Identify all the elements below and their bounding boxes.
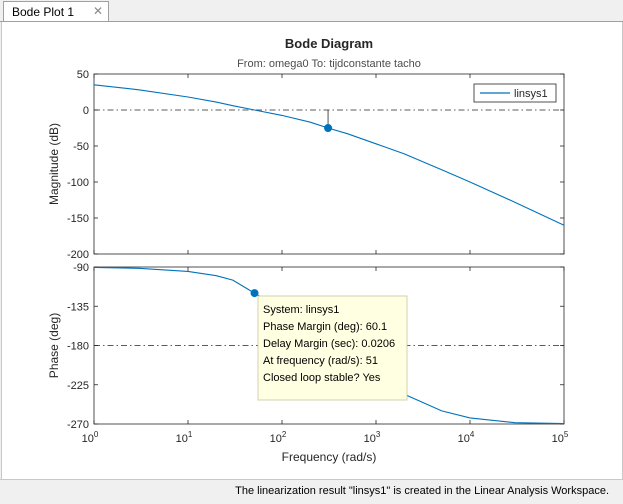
magnitude-series-line (93, 84, 565, 226)
datatip-line: At frequency (rad/s): 51 (263, 355, 378, 367)
xtick-label: 100 (82, 430, 99, 445)
bode-plot-svg: Bode Diagram From: omega0 To: tijdconstan… (47, 36, 569, 464)
xtick-label: 102 (270, 430, 287, 445)
phase-ylabel: Phase (deg) (47, 313, 61, 378)
phase-ytick-label: -180 (67, 341, 89, 353)
tab-label[interactable]: Bode Plot 1 (12, 5, 75, 19)
x-axis-label: Frequency (rad/s) (282, 450, 377, 464)
status-message: The linearization result "linsys1" is cr… (235, 485, 609, 497)
phase-margin-marker (250, 289, 259, 298)
magnitude-axes-frame (93, 73, 565, 255)
xtick-label: 103 (364, 430, 381, 445)
xtick-label: 105 (552, 430, 569, 445)
magnitude-ytick-label: -50 (73, 141, 89, 153)
phase-ytick-label: -90 (73, 262, 89, 274)
status-bar: The linearization result "linsys1" is cr… (0, 479, 623, 504)
magnitude-ytick-label: 50 (77, 69, 89, 81)
datatip-line: System: linsys1 (263, 304, 339, 316)
legend-box (473, 83, 557, 103)
datatip-line: Phase Margin (deg): 60.1 (263, 321, 387, 333)
xtick-label: 104 (458, 430, 475, 445)
datatip-line: Delay Margin (sec): 0.0206 (263, 338, 395, 350)
chart-title: Bode Diagram (285, 36, 373, 51)
datatip-line: Closed loop stable? Yes (263, 372, 381, 384)
figure-canvas: Bode Diagram From: omega0 To: tijdconstan… (1, 22, 623, 496)
magnitude-ytick-label: 0 (83, 105, 89, 117)
phase-ytick-label: -270 (67, 419, 89, 431)
phase-ytick-label: -225 (67, 380, 89, 392)
legend-label: linsys1 (514, 88, 548, 100)
chart-subtitle: From: omega0 To: tijdconstante tacho (237, 58, 421, 70)
phase-ytick-label: -135 (67, 301, 89, 313)
close-icon[interactable]: ✕ (93, 4, 104, 18)
xtick-label: 101 (176, 430, 193, 445)
magnitude-ytick-label: -150 (67, 213, 89, 225)
magnitude-ylabel: Magnitude (dB) (47, 123, 61, 205)
gain-margin-marker (324, 124, 333, 132)
tab-bode-plot-1[interactable]: Bode Plot 1 ✕ (3, 1, 109, 21)
datatip-box (257, 295, 408, 401)
magnitude-ytick-label: -100 (67, 177, 89, 189)
magnitude-ytick-label: -200 (67, 249, 89, 261)
document-tab-bar: Bode Plot 1 ✕ (0, 0, 623, 22)
